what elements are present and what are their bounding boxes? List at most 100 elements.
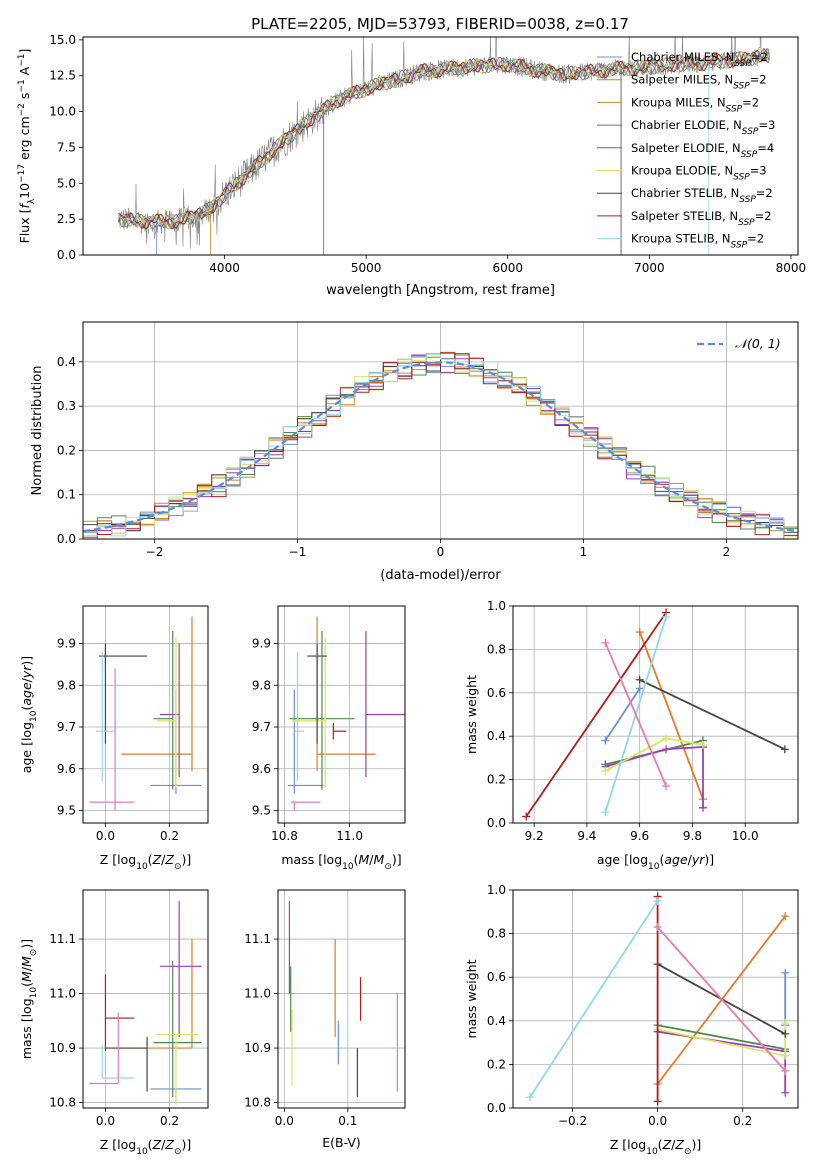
x-tick-label: 8000	[776, 261, 807, 275]
x-tick-label: 11.0	[336, 829, 363, 843]
panel-mass-vs-Z: 0.0 0.2 10.8 10.9 11.0 11.1 Z [log10(Z/Z⊙)] mas…	[19, 889, 209, 1157]
weight-marker	[662, 782, 671, 791]
y-tick-label: 9.9	[57, 637, 76, 651]
axes-massweight-vs-Z: −0.2 0.0 0.2 0.0 0.2 0.4 0.6 0.8 1.0 Z [log10(Z/Z…	[464, 883, 799, 1157]
axes-residuals: −2 −1 0 1 2 0.0 0.1 0.2 0.3 0.4 𝒩(0, 1) (data-model…	[30, 321, 799, 583]
x-tick-label: −0.2	[558, 1114, 587, 1128]
axes-frame	[82, 36, 799, 256]
weight-marker	[662, 734, 671, 743]
weight-marker	[781, 968, 790, 977]
y-tick-label: 0.6	[487, 970, 506, 984]
weight-marker	[653, 923, 662, 932]
x-tick-label: 1	[580, 545, 588, 559]
plot-area-residuals	[83, 351, 798, 539]
y-tick-label: 0.0	[487, 816, 506, 830]
x-tick-label: 10.8	[271, 829, 298, 843]
weight-marker	[635, 675, 644, 684]
y-tick-label: 15.0	[49, 33, 76, 47]
y-tick-label: 11.1	[244, 932, 271, 946]
x-axis-label: Z [log10(Z/Z⊙)]	[100, 852, 192, 872]
panel-age-vs-Z: 0.0 0.2 9.5 9.6 9.7 9.8 9.9 Z [log10(Z/Z⊙)] age …	[19, 605, 209, 872]
y-tick-label: 9.7	[252, 720, 271, 734]
panel-age-vs-mass: 10.8 11.0 9.5 9.6 9.7 9.8 9.9 mass [log10(M/M⊙)…	[252, 605, 406, 872]
y-axis-label: mass [log10(M/M⊙)]	[19, 939, 39, 1059]
plot-area-mass-vs-Z	[89, 900, 202, 1106]
x-tick-label: 2	[723, 545, 731, 559]
weight-marker	[699, 803, 707, 812]
weight-marker	[662, 745, 671, 754]
weight-marker	[662, 612, 671, 621]
axes-frame	[512, 889, 799, 1109]
weight-marker	[653, 896, 662, 905]
x-axis-label: (data-model)/error	[380, 568, 501, 583]
plot-area-spectrum	[118, 37, 770, 255]
plot-area-mass-vs-EBV	[288, 900, 398, 1098]
x-tick-label: 0	[437, 545, 445, 559]
axes-frame	[82, 605, 209, 824]
legend-label: Salpeter STELIB, NSSP=2	[631, 209, 772, 228]
x-tick-label: 0.0	[96, 829, 115, 843]
y-tick-label: 1.0	[487, 599, 506, 613]
plot-area-massweight-vs-Z	[526, 892, 790, 1106]
panel-massweight-vs-age: 9.2 9.4 9.6 9.8 10.0 0.0 0.2 0.4 0.6 0.8 1.0 age [l…	[464, 599, 799, 872]
y-tick-label: 0.4	[487, 729, 506, 743]
x-tick-label: 9.8	[683, 829, 702, 843]
y-tick-label: 0.1	[57, 488, 76, 502]
weight-line	[604, 642, 667, 787]
y-tick-label: 11.0	[244, 987, 271, 1001]
legend-label: Kroupa MILES, NSSP=2	[631, 95, 759, 114]
axes-age-vs-Z: 0.0 0.2 9.5 9.6 9.7 9.8 9.9 Z [log10(Z/Z⊙)] age …	[19, 605, 209, 872]
x-axis-label: E(B-V)	[322, 1135, 361, 1150]
weight-line	[529, 900, 659, 1098]
x-tick-label: 0.0	[648, 1114, 667, 1128]
y-axis-label: age [log10(age/yr)]	[19, 656, 39, 773]
x-axis-label: Z [log10(Z/Z⊙)]	[610, 1137, 702, 1157]
panel-residuals: −2 −1 0 1 2 0.0 0.1 0.2 0.3 0.4 𝒩(0, 1) (data-model…	[30, 321, 799, 583]
y-tick-label: 0.4	[57, 355, 76, 369]
axes-age-vs-mass: 10.8 11.0 9.5 9.6 9.7 9.8 9.9 mass [log10(M/M⊙)…	[252, 605, 406, 872]
legend-label: Kroupa STELIB, NSSP=2	[631, 232, 764, 251]
y-tick-label: 9.9	[252, 637, 271, 651]
weight-marker	[781, 1018, 790, 1027]
axes-spectrum: 4000 5000 6000 7000 8000 0.0 2.5 5.0 7.5 10.0 12.5…	[17, 33, 806, 298]
y-tick-label: 10.9	[244, 1041, 271, 1055]
axes-mass-vs-Z: 0.0 0.2 10.8 10.9 11.0 11.1 Z [log10(Z/Z⊙)] mas…	[19, 889, 209, 1157]
weight-line	[605, 746, 704, 808]
axes-frame	[277, 605, 406, 824]
weight-marker	[780, 745, 789, 754]
y-tick-label: 9.8	[57, 678, 76, 692]
weight-marker	[601, 766, 610, 775]
x-tick-label: −2	[146, 545, 164, 559]
weight-marker	[526, 1093, 535, 1102]
weight-marker	[699, 740, 707, 749]
y-tick-label: 0.2	[57, 443, 76, 457]
weight-marker	[781, 1088, 790, 1097]
y-tick-label: 10.8	[49, 1096, 76, 1110]
y-tick-label: 11.0	[49, 987, 76, 1001]
axes-frame	[277, 889, 406, 1109]
weight-line	[657, 1024, 786, 1050]
x-tick-label: 9.2	[525, 829, 544, 843]
residual-histogram	[83, 353, 798, 539]
x-tick-label: 0.2	[160, 1114, 179, 1128]
x-tick-label: 0.0	[96, 1114, 115, 1128]
axes-frame	[512, 605, 799, 824]
x-tick-label: 7000	[634, 261, 665, 275]
y-tick-label: 0.2	[487, 1057, 506, 1071]
y-axis-label: mass weight	[464, 675, 479, 754]
legend-label: 𝒩(0, 1)	[735, 336, 781, 351]
gaussian-curve	[83, 361, 798, 533]
x-tick-label: 5000	[351, 261, 382, 275]
y-tick-label: 10.8	[244, 1096, 271, 1110]
y-tick-label: 7.5	[57, 140, 76, 154]
plot-area-age-vs-mass	[287, 616, 405, 811]
spectrum-model-line	[118, 50, 770, 230]
y-tick-label: 0.4	[487, 1014, 506, 1028]
weight-marker	[781, 1029, 790, 1038]
y-tick-label: 0.6	[487, 686, 506, 700]
y-tick-label: 5.0	[57, 176, 76, 190]
weight-line	[525, 611, 667, 818]
x-tick-label: 10.0	[732, 829, 759, 843]
weight-marker	[601, 808, 610, 817]
